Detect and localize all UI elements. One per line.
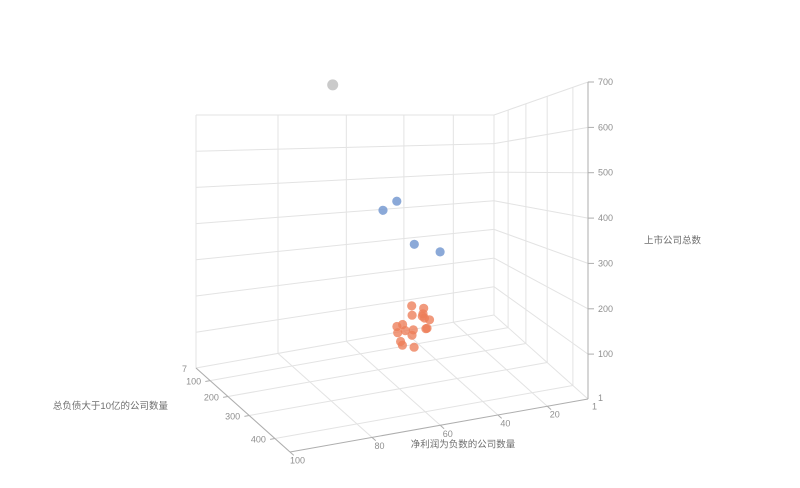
wall-z-line: [493, 171, 589, 174]
x-tick-label: 100: [290, 456, 305, 466]
wall-z-line: [493, 286, 589, 355]
floor-x-line: [345, 340, 441, 426]
data-point[interactable]: [409, 342, 419, 352]
wall-z-line: [195, 171, 495, 188]
y-axis-line: [195, 367, 291, 453]
y-axis-name: 总负债大于10亿的公司数量: [53, 400, 169, 412]
floor-x-line: [277, 353, 373, 438]
y-tick-label: 300: [225, 412, 240, 422]
x-tick-label: 60: [443, 429, 453, 439]
z-tick-label: 100: [598, 349, 613, 359]
z-tick-label: 500: [598, 168, 613, 178]
wall-z-line: [195, 257, 495, 297]
z-tick-label: 600: [598, 122, 613, 132]
axis-names: 净利润为负数的公司数量 总负债大于10亿的公司数量 上市公司总数: [53, 235, 702, 451]
wall-z-line: [195, 286, 495, 333]
floor-edge: [493, 314, 589, 400]
grid-walls: [195, 81, 589, 386]
wall-z-line: [195, 143, 495, 152]
y-tick: [205, 380, 211, 382]
data-point[interactable]: [407, 310, 417, 320]
data-point[interactable]: [419, 303, 429, 313]
z-min-label: 1: [598, 393, 603, 403]
x-tick: [497, 414, 503, 419]
y-tick-label: 200: [204, 393, 219, 403]
x-axis-line: [289, 398, 589, 453]
y-tick: [270, 438, 275, 440]
x-tick: [371, 437, 377, 442]
x-tick: [439, 424, 445, 430]
data-point[interactable]: [407, 301, 417, 311]
wall-z-line: [493, 81, 589, 116]
wall-z-line: [493, 257, 589, 310]
x-axis-name: 净利润为负数的公司数量: [411, 439, 516, 451]
z-tick-label: 700: [598, 77, 613, 87]
data-point[interactable]: [378, 205, 388, 215]
data-point[interactable]: [392, 196, 402, 206]
data-point[interactable]: [398, 319, 408, 330]
z-tick-label: 300: [598, 258, 613, 268]
axis-lines: [195, 82, 589, 453]
wall-z-line: [493, 200, 589, 219]
floor-y-line: [249, 362, 548, 416]
x-tick-label: 80: [374, 441, 384, 451]
y-tick-label: 100: [186, 377, 201, 387]
wall-z-line: [195, 200, 495, 225]
floor-x-line: [403, 330, 499, 416]
x-tick-label: 40: [500, 419, 510, 429]
y-min-label: 7: [182, 364, 187, 374]
x-min-label: 1: [592, 402, 597, 412]
z-axis-name: 上市公司总数: [644, 235, 702, 247]
data-point[interactable]: [397, 340, 407, 350]
wall-z-line: [195, 228, 495, 261]
x-tick: [289, 451, 295, 456]
data-points: [327, 79, 445, 352]
axis-ticks: [205, 81, 594, 456]
wall-z-line: [493, 126, 589, 145]
y-tick-label: 400: [251, 435, 266, 445]
data-point[interactable]: [424, 315, 435, 325]
data-point[interactable]: [435, 247, 445, 257]
axis-labels: 1008060402014003002001007700600500400300…: [182, 77, 613, 466]
floor-y-line: [227, 343, 526, 397]
floor-edge: [195, 314, 495, 369]
z-tick-label: 200: [598, 304, 613, 314]
data-point[interactable]: [327, 79, 339, 91]
data-point[interactable]: [409, 239, 419, 249]
floor-y-line: [210, 327, 509, 382]
x-tick-label: 20: [550, 410, 560, 420]
wall-z-line: [493, 228, 589, 264]
y-tick: [223, 396, 228, 398]
data-point[interactable]: [421, 324, 431, 334]
floor-y-line: [274, 385, 573, 439]
y-tick: [244, 415, 250, 417]
z-tick-label: 400: [598, 213, 613, 223]
data-point[interactable]: [407, 330, 417, 340]
data-point[interactable]: [417, 311, 427, 321]
grid-floor: [195, 314, 589, 453]
floor-x-line: [452, 321, 548, 407]
x-tick: [546, 405, 552, 410]
